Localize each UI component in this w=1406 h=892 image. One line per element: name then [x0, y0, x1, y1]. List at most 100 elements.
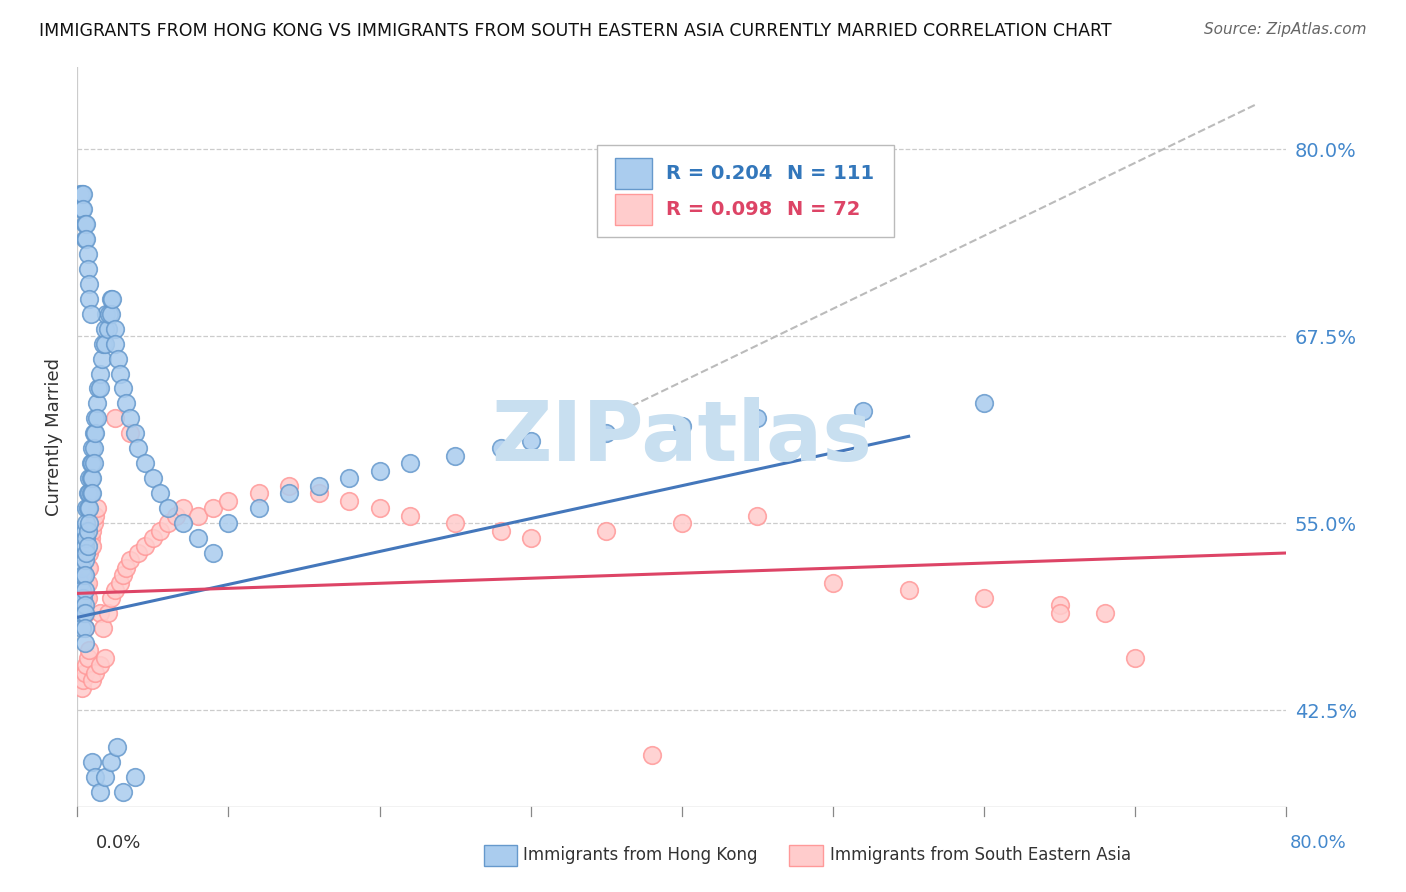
Point — [75, 658, 97, 673]
Point — [84, 426, 107, 441]
Point — [399, 456, 422, 470]
Text: 80.0%: 80.0% — [1291, 834, 1347, 852]
Point — [747, 411, 769, 425]
Point — [202, 546, 225, 560]
Point — [120, 411, 142, 425]
Bar — [616, 194, 652, 225]
Text: ZIPatlas: ZIPatlas — [492, 397, 872, 477]
Point — [134, 456, 156, 470]
Point — [77, 650, 100, 665]
Point — [671, 516, 693, 530]
Point — [75, 531, 97, 545]
Point — [73, 599, 96, 613]
Point — [489, 442, 512, 456]
Point — [86, 396, 108, 410]
Point — [69, 187, 91, 202]
Point — [77, 524, 100, 538]
Point — [124, 426, 146, 441]
Point — [96, 606, 118, 620]
Point — [70, 583, 93, 598]
Point — [77, 575, 100, 590]
Point — [595, 426, 617, 441]
Point — [75, 591, 97, 605]
Text: R = 0.098: R = 0.098 — [666, 200, 772, 219]
Point — [73, 553, 96, 567]
Point — [89, 658, 111, 673]
Text: Source: ZipAtlas.com: Source: ZipAtlas.com — [1204, 22, 1367, 37]
Point — [82, 486, 104, 500]
Point — [69, 606, 91, 620]
Point — [80, 531, 103, 545]
Point — [134, 539, 156, 553]
Point — [70, 561, 93, 575]
Point — [520, 434, 543, 448]
Point — [149, 524, 172, 538]
Point — [114, 396, 136, 410]
Point — [79, 561, 101, 575]
Point — [91, 336, 114, 351]
Point — [108, 367, 131, 381]
Point — [165, 508, 187, 523]
Point — [172, 516, 194, 530]
Point — [218, 493, 240, 508]
Point — [82, 456, 104, 470]
Point — [172, 501, 194, 516]
Point — [72, 202, 94, 216]
Point — [75, 606, 97, 620]
Point — [77, 539, 100, 553]
Point — [127, 442, 149, 456]
Point — [79, 471, 101, 485]
Point — [73, 636, 96, 650]
Point — [93, 321, 115, 335]
Point — [73, 591, 96, 605]
Point — [142, 531, 165, 545]
Point — [595, 524, 617, 538]
Point — [89, 367, 111, 381]
Point — [89, 785, 111, 799]
Point — [84, 665, 107, 680]
Point — [489, 524, 512, 538]
Point — [368, 501, 391, 516]
Point — [114, 561, 136, 575]
Point — [1049, 599, 1071, 613]
Point — [70, 591, 93, 605]
Point — [86, 501, 108, 516]
Point — [77, 591, 100, 605]
Point — [77, 261, 100, 276]
Point — [82, 756, 104, 770]
Point — [94, 307, 117, 321]
Point — [75, 232, 97, 246]
Text: IMMIGRANTS FROM HONG KONG VS IMMIGRANTS FROM SOUTH EASTERN ASIA CURRENTLY MARRIE: IMMIGRANTS FROM HONG KONG VS IMMIGRANTS … — [39, 22, 1112, 40]
Point — [72, 606, 94, 620]
Point — [83, 442, 105, 456]
Point — [105, 740, 128, 755]
Point — [89, 606, 111, 620]
Point — [93, 336, 115, 351]
Point — [641, 747, 664, 762]
Point — [77, 247, 100, 261]
Point — [399, 508, 422, 523]
Text: N = 111: N = 111 — [787, 164, 875, 183]
Point — [75, 546, 97, 560]
Point — [104, 583, 127, 598]
Point — [93, 650, 115, 665]
Point — [70, 202, 93, 216]
Point — [897, 583, 920, 598]
Point — [308, 486, 330, 500]
Point — [100, 756, 122, 770]
Point — [104, 336, 127, 351]
Point — [73, 524, 96, 538]
Point — [83, 456, 105, 470]
Point — [1049, 606, 1071, 620]
Point — [973, 396, 995, 410]
Point — [75, 516, 97, 530]
Point — [157, 501, 180, 516]
Point — [69, 575, 91, 590]
Point — [89, 382, 111, 396]
Point — [79, 292, 101, 306]
Text: Immigrants from Hong Kong: Immigrants from Hong Kong — [523, 847, 758, 864]
Point — [127, 546, 149, 560]
Point — [84, 508, 107, 523]
Point — [149, 486, 172, 500]
Point — [80, 471, 103, 485]
